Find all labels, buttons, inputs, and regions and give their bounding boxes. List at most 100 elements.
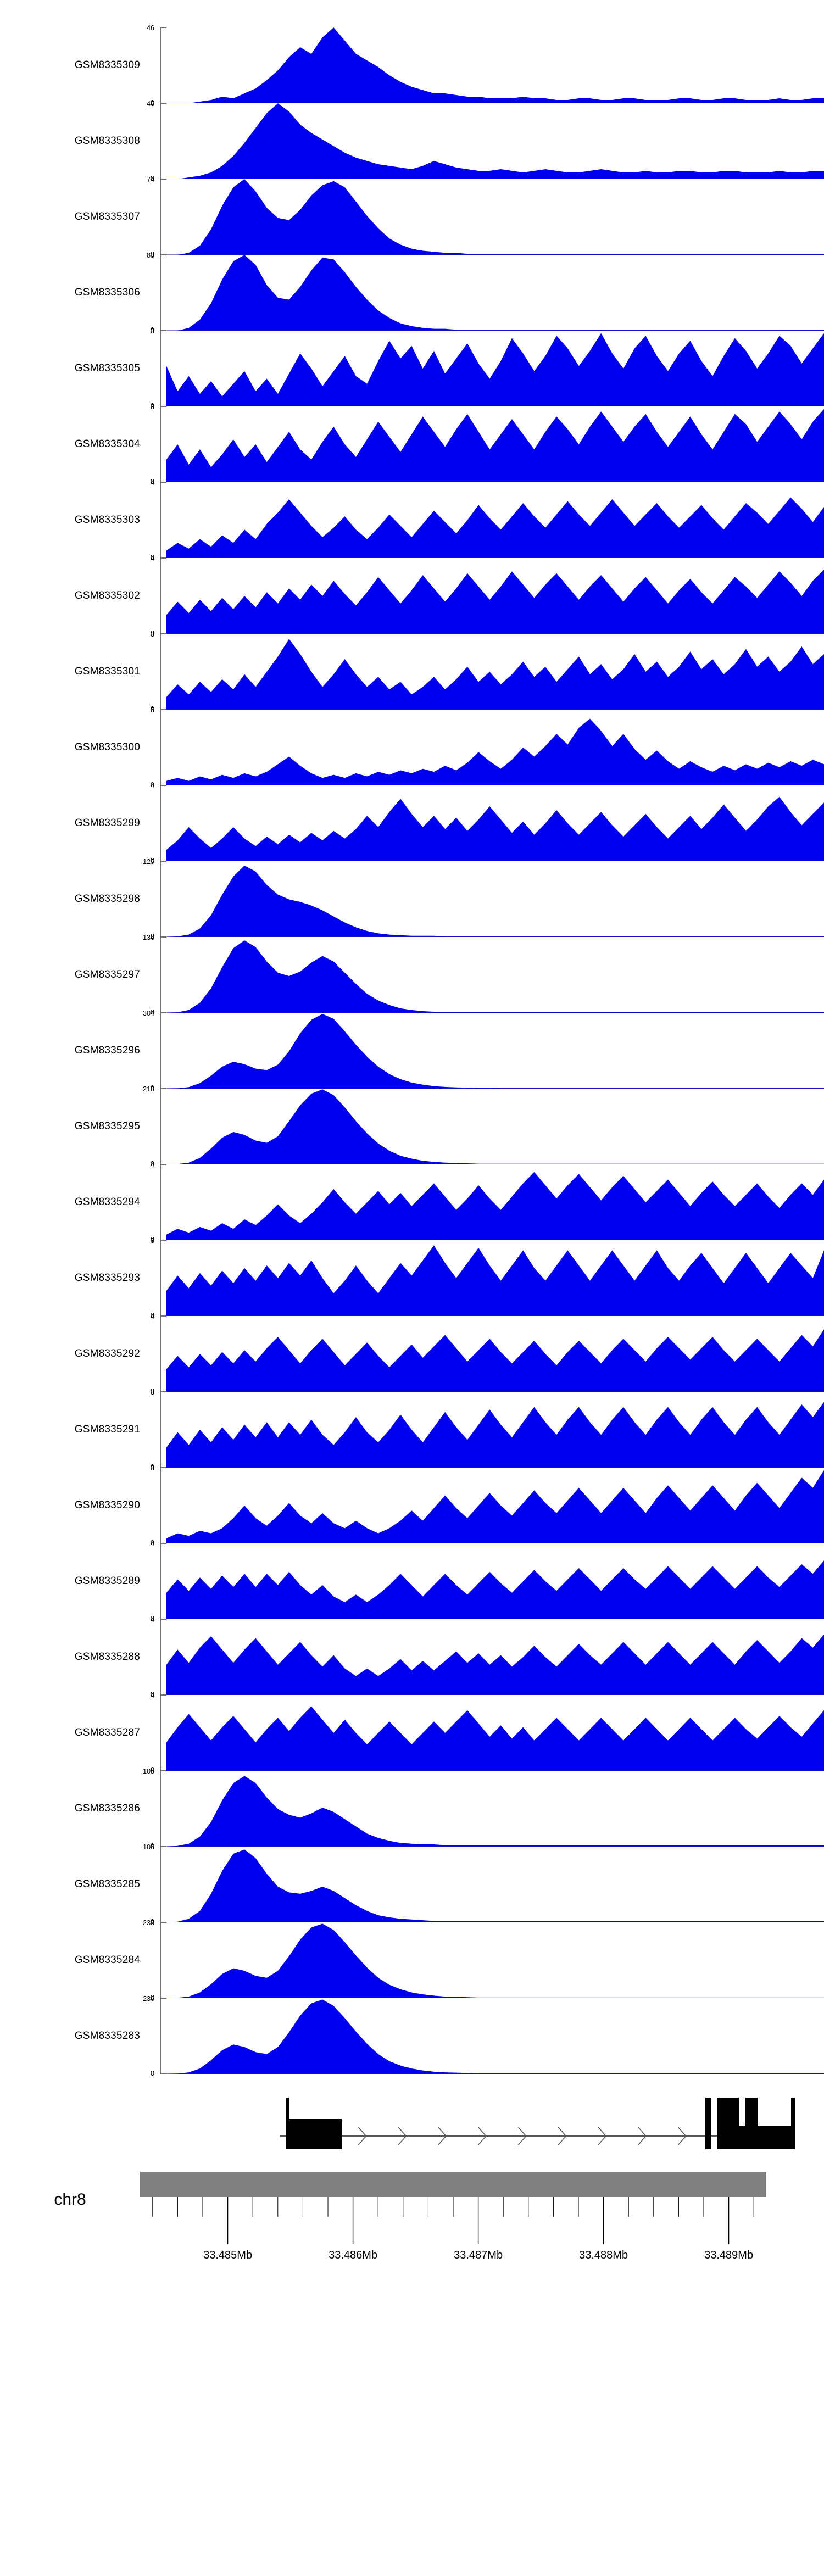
coverage-plot-area[interactable] — [166, 634, 824, 710]
y-axis-tick-top — [160, 1543, 166, 1544]
gene-model-track[interactable] — [0, 2074, 824, 2162]
y-axis-max-label: 105 — [143, 1767, 154, 1775]
y-axis-line — [160, 1543, 161, 1619]
y-axis-max-label: 5 — [151, 706, 154, 714]
coverage-plot-area[interactable] — [166, 1619, 824, 1695]
coverage-track[interactable]: GSM8335286 105 0 — [0, 1767, 824, 1849]
coverage-track[interactable]: GSM8335285 106 0 — [0, 1843, 824, 1925]
y-axis-line — [160, 558, 161, 634]
intron-direction-arrow — [517, 2127, 527, 2145]
coverage-track[interactable]: GSM8335301 3 0 — [0, 631, 824, 712]
coverage-plot-area[interactable] — [166, 1240, 824, 1316]
y-axis-tick-top — [160, 937, 166, 938]
coverage-track[interactable]: GSM8335300 5 0 — [0, 706, 824, 788]
coverage-track[interactable]: GSM8335306 83 0 — [0, 252, 824, 333]
coverage-plot-area[interactable] — [166, 1089, 824, 1164]
coverage-track[interactable]: GSM8335296 304 0 — [0, 1010, 824, 1091]
track-label: GSM8335307 — [74, 211, 140, 222]
coverage-plot-area[interactable] — [166, 1543, 824, 1619]
y-axis-min-label: 0 — [151, 1008, 154, 1016]
coverage-track[interactable]: GSM8335288 4 0 — [0, 1616, 824, 1698]
y-axis-min-label: 0 — [151, 1235, 154, 1244]
coverage-plot-area[interactable] — [166, 27, 824, 103]
coverage-track[interactable]: GSM8335303 4 0 — [0, 479, 824, 561]
coverage-track[interactable]: GSM8335291 3 0 — [0, 1389, 824, 1471]
y-axis-tick-top — [160, 1922, 166, 1923]
coverage-track[interactable]: GSM8335294 4 0 — [0, 1162, 824, 1243]
coverage-area-svg — [166, 1776, 824, 1847]
track-label: GSM8335304 — [74, 438, 140, 450]
coverage-track[interactable]: GSM8335307 74 0 — [0, 176, 824, 258]
track-baseline — [166, 330, 824, 331]
coverage-area — [166, 1402, 824, 1468]
coverage-area — [166, 1172, 824, 1240]
ideogram-bar[interactable] — [140, 2172, 766, 2197]
coverage-track[interactable]: GSM8335295 210 0 — [0, 1086, 824, 1167]
y-axis-tick-bottom — [160, 709, 166, 710]
coverage-plot-area[interactable] — [166, 558, 824, 634]
coverage-track[interactable]: GSM8335289 4 0 — [0, 1541, 824, 1622]
coverage-plot-area[interactable] — [166, 482, 824, 558]
coverage-track[interactable]: GSM8335298 125 0 — [0, 858, 824, 940]
coverage-track[interactable]: GSM8335287 4 0 — [0, 1692, 824, 1774]
coverage-track[interactable]: GSM8335302 4 0 — [0, 555, 824, 637]
coverage-track[interactable]: GSM8335284 238 0 — [0, 1920, 824, 2001]
coverage-track[interactable]: GSM8335292 4 0 — [0, 1313, 824, 1395]
coverage-plot-area[interactable] — [166, 1392, 824, 1468]
coverage-plot-area[interactable] — [166, 1922, 824, 1998]
coverage-plot-area[interactable] — [166, 1998, 824, 2074]
coverage-area — [166, 255, 824, 331]
y-axis-max-label: 4 — [151, 479, 154, 487]
coverage-plot-area[interactable] — [166, 255, 824, 331]
coverage-track[interactable]: GSM8335290 3 0 — [0, 1465, 824, 1546]
coverage-plot-area[interactable] — [166, 785, 824, 861]
y-axis-max-label: 106 — [143, 1843, 154, 1851]
y-axis-min-label: 0 — [151, 1690, 154, 1698]
track-label: GSM8335285 — [74, 1878, 140, 1890]
coverage-track[interactable]: GSM8335293 3 0 — [0, 1237, 824, 1319]
coverage-track[interactable]: GSM8335297 136 0 — [0, 934, 824, 1016]
coverage-plot-area[interactable] — [166, 1316, 824, 1392]
coverage-plot-area[interactable] — [166, 1695, 824, 1771]
coverage-track[interactable]: GSM8335309 46 0 — [0, 25, 824, 106]
coverage-plot-area[interactable] — [166, 103, 824, 179]
y-axis-line — [160, 1771, 161, 1847]
coverage-plot-area[interactable] — [166, 1468, 824, 1543]
coverage-plot-area[interactable] — [166, 179, 824, 255]
y-axis-min-label: 0 — [151, 1614, 154, 1622]
coverage-area — [166, 1634, 824, 1695]
coverage-plot-area[interactable] — [166, 710, 824, 785]
coverage-track[interactable]: GSM8335304 3 0 — [0, 404, 824, 485]
coverage-area-svg — [166, 1089, 824, 1164]
track-y-axis: 106 0 — [140, 1843, 166, 1925]
y-axis-tick-top — [160, 1619, 166, 1620]
coverage-plot-area[interactable] — [166, 1771, 824, 1847]
track-baseline — [166, 1088, 824, 1089]
chromosome-axis[interactable]: chr8 33.485Mb 33.486Mb 33.487Mb 33.488Mb 33.… — [0, 2162, 824, 2283]
coverage-plot-area[interactable] — [166, 937, 824, 1013]
coverage-plot-area[interactable] — [166, 1847, 824, 1922]
coverage-plot-area[interactable] — [166, 331, 824, 406]
coverage-track[interactable]: GSM8335305 3 0 — [0, 328, 824, 409]
track-baseline — [166, 254, 824, 255]
coverage-area-svg — [166, 409, 824, 482]
y-axis-tick-bottom — [160, 1391, 166, 1392]
coverage-plot-area[interactable] — [166, 861, 824, 937]
coverage-track[interactable]: GSM8335283 236 0 — [0, 1995, 824, 2077]
exon-2 — [705, 2098, 711, 2149]
coverage-track[interactable]: GSM8335299 4 0 — [0, 783, 824, 864]
coverage-plot-area[interactable] — [166, 406, 824, 482]
track-y-axis: 236 0 — [140, 1995, 166, 2077]
coverage-plot-area[interactable] — [166, 1013, 824, 1089]
coverage-track[interactable]: GSM8335308 46 0 — [0, 101, 824, 182]
track-label: GSM8335302 — [74, 590, 140, 601]
coverage-area-svg — [166, 1849, 824, 1922]
y-axis-tick-top — [160, 1240, 166, 1241]
coverage-plot-area[interactable] — [166, 1164, 824, 1240]
y-axis-line — [160, 1847, 161, 1922]
y-axis-tick-top — [160, 1164, 166, 1165]
y-axis-min-label: 0 — [151, 1463, 154, 1471]
y-axis-line — [160, 937, 161, 1013]
